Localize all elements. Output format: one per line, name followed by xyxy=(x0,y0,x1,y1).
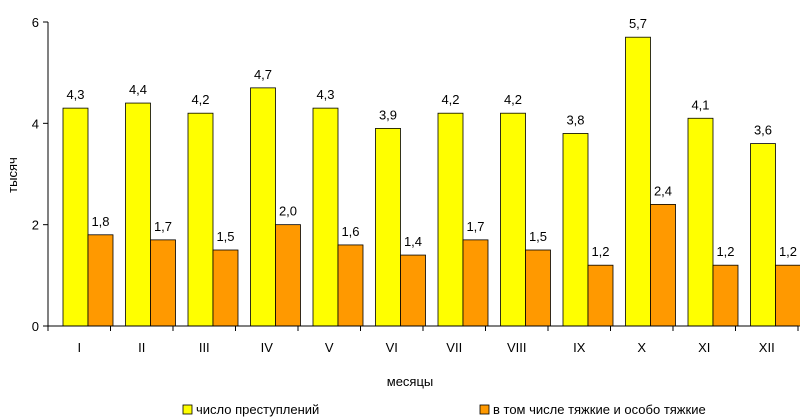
data-label-series-1-IV: 4,7 xyxy=(254,67,272,82)
x-tick-label-VI: VI xyxy=(386,340,398,355)
bar-series-2-XII xyxy=(775,264,800,327)
data-label-series-1-VII: 4,2 xyxy=(441,92,459,107)
data-label-series-2-IV: 2,0 xyxy=(279,204,297,219)
bar-series-2-VII xyxy=(462,239,489,327)
x-tick-label-VII: VII xyxy=(446,340,462,355)
data-label-series-1-IX: 3,8 xyxy=(566,112,584,127)
data-label-series-1-X: 5,7 xyxy=(629,16,647,31)
legend-label-series-1: число преступлений xyxy=(196,402,319,417)
bar-series-1-X xyxy=(625,36,651,327)
axes-layer xyxy=(43,21,799,331)
bar-series-2-IX xyxy=(587,264,614,327)
bar-series-2-II xyxy=(150,239,176,327)
data-label-series-1-VI: 3,9 xyxy=(379,107,397,122)
y-tick-label-2: 2 xyxy=(32,218,39,233)
bar-series-1-VIII xyxy=(500,112,526,327)
bar-series-1-I xyxy=(62,107,89,327)
x-tick-label-IX: IX xyxy=(573,340,586,355)
bar-series-2-XI xyxy=(712,264,739,327)
bar-series-1-XI xyxy=(687,117,714,327)
data-label-series-1-V: 4,3 xyxy=(316,87,334,102)
bar-series-2-VI xyxy=(400,254,426,327)
bar-series-1-IV xyxy=(250,87,276,327)
data-label-series-2-III: 1,5 xyxy=(216,229,234,244)
data-label-series-1-VIII: 4,2 xyxy=(504,92,522,107)
x-tick-label-I: I xyxy=(77,340,81,355)
bar-series-1-V xyxy=(312,107,339,327)
x-tick-label-VIII: VIII xyxy=(507,340,527,355)
bar-series-1-VI xyxy=(375,127,401,327)
labels-layer: 4,3 1,8 I 4,4 1,7 II 4,2 1,5 III 4,7 2,0 IV 4,3 1,6 V 3… xyxy=(32,15,797,355)
data-label-series-2-XII: 1,2 xyxy=(779,244,797,259)
x-tick-label-XI: XI xyxy=(698,340,710,355)
bar-series-1-IX xyxy=(562,133,589,327)
bar-series-2-V xyxy=(337,244,364,327)
data-label-series-2-II: 1,7 xyxy=(154,219,172,234)
bar-series-2-VIII xyxy=(525,249,551,327)
bar-series-2-III xyxy=(212,249,239,327)
data-label-series-2-V: 1,6 xyxy=(341,224,359,239)
data-label-series-2-VI: 1,4 xyxy=(404,234,422,249)
x-tick-label-II: II xyxy=(138,340,145,355)
x-axis-title: месяцы xyxy=(387,374,434,389)
bar-series-2-X xyxy=(650,203,676,327)
y-tick-label-4: 4 xyxy=(32,116,39,131)
data-label-series-2-IX: 1,2 xyxy=(591,244,609,259)
bars-layer xyxy=(62,36,800,327)
x-tick-label-XII: XII xyxy=(759,340,775,355)
legend-swatch-series-2 xyxy=(479,404,490,415)
x-tick-label-X: X xyxy=(637,340,646,355)
bar-series-1-II xyxy=(125,102,151,327)
bar-series-2-I xyxy=(87,234,114,327)
data-label-series-2-X: 2,4 xyxy=(654,183,672,198)
data-label-series-1-I: 4,3 xyxy=(66,87,84,102)
legend-label-series-2: в том числе тяжкие и особо тяжкие xyxy=(493,402,706,417)
y-axis-title: тысяч xyxy=(5,157,20,193)
data-label-series-2-I: 1,8 xyxy=(91,214,109,229)
data-label-series-1-XII: 3,6 xyxy=(754,123,772,138)
x-tick-label-IV: IV xyxy=(261,340,274,355)
data-label-series-1-II: 4,4 xyxy=(129,82,147,97)
bar-series-1-III xyxy=(187,112,214,327)
x-tick-label-V: V xyxy=(325,340,334,355)
data-label-series-2-VII: 1,7 xyxy=(466,219,484,234)
y-tick-label-0: 0 xyxy=(32,319,39,334)
bar-series-1-XII xyxy=(750,143,776,327)
legend: число преступлений в том числе тяжкие и … xyxy=(182,402,706,417)
x-tick-label-III: III xyxy=(199,340,210,355)
y-tick-label-6: 6 xyxy=(32,15,39,30)
data-label-series-1-III: 4,2 xyxy=(191,92,209,107)
data-label-series-2-XI: 1,2 xyxy=(716,244,734,259)
bar-series-2-IV xyxy=(275,224,301,327)
data-label-series-2-VIII: 1,5 xyxy=(529,229,547,244)
legend-swatch-series-1 xyxy=(182,404,193,415)
bar-series-1-VII xyxy=(437,112,464,327)
data-label-series-1-XI: 4,1 xyxy=(691,97,709,112)
